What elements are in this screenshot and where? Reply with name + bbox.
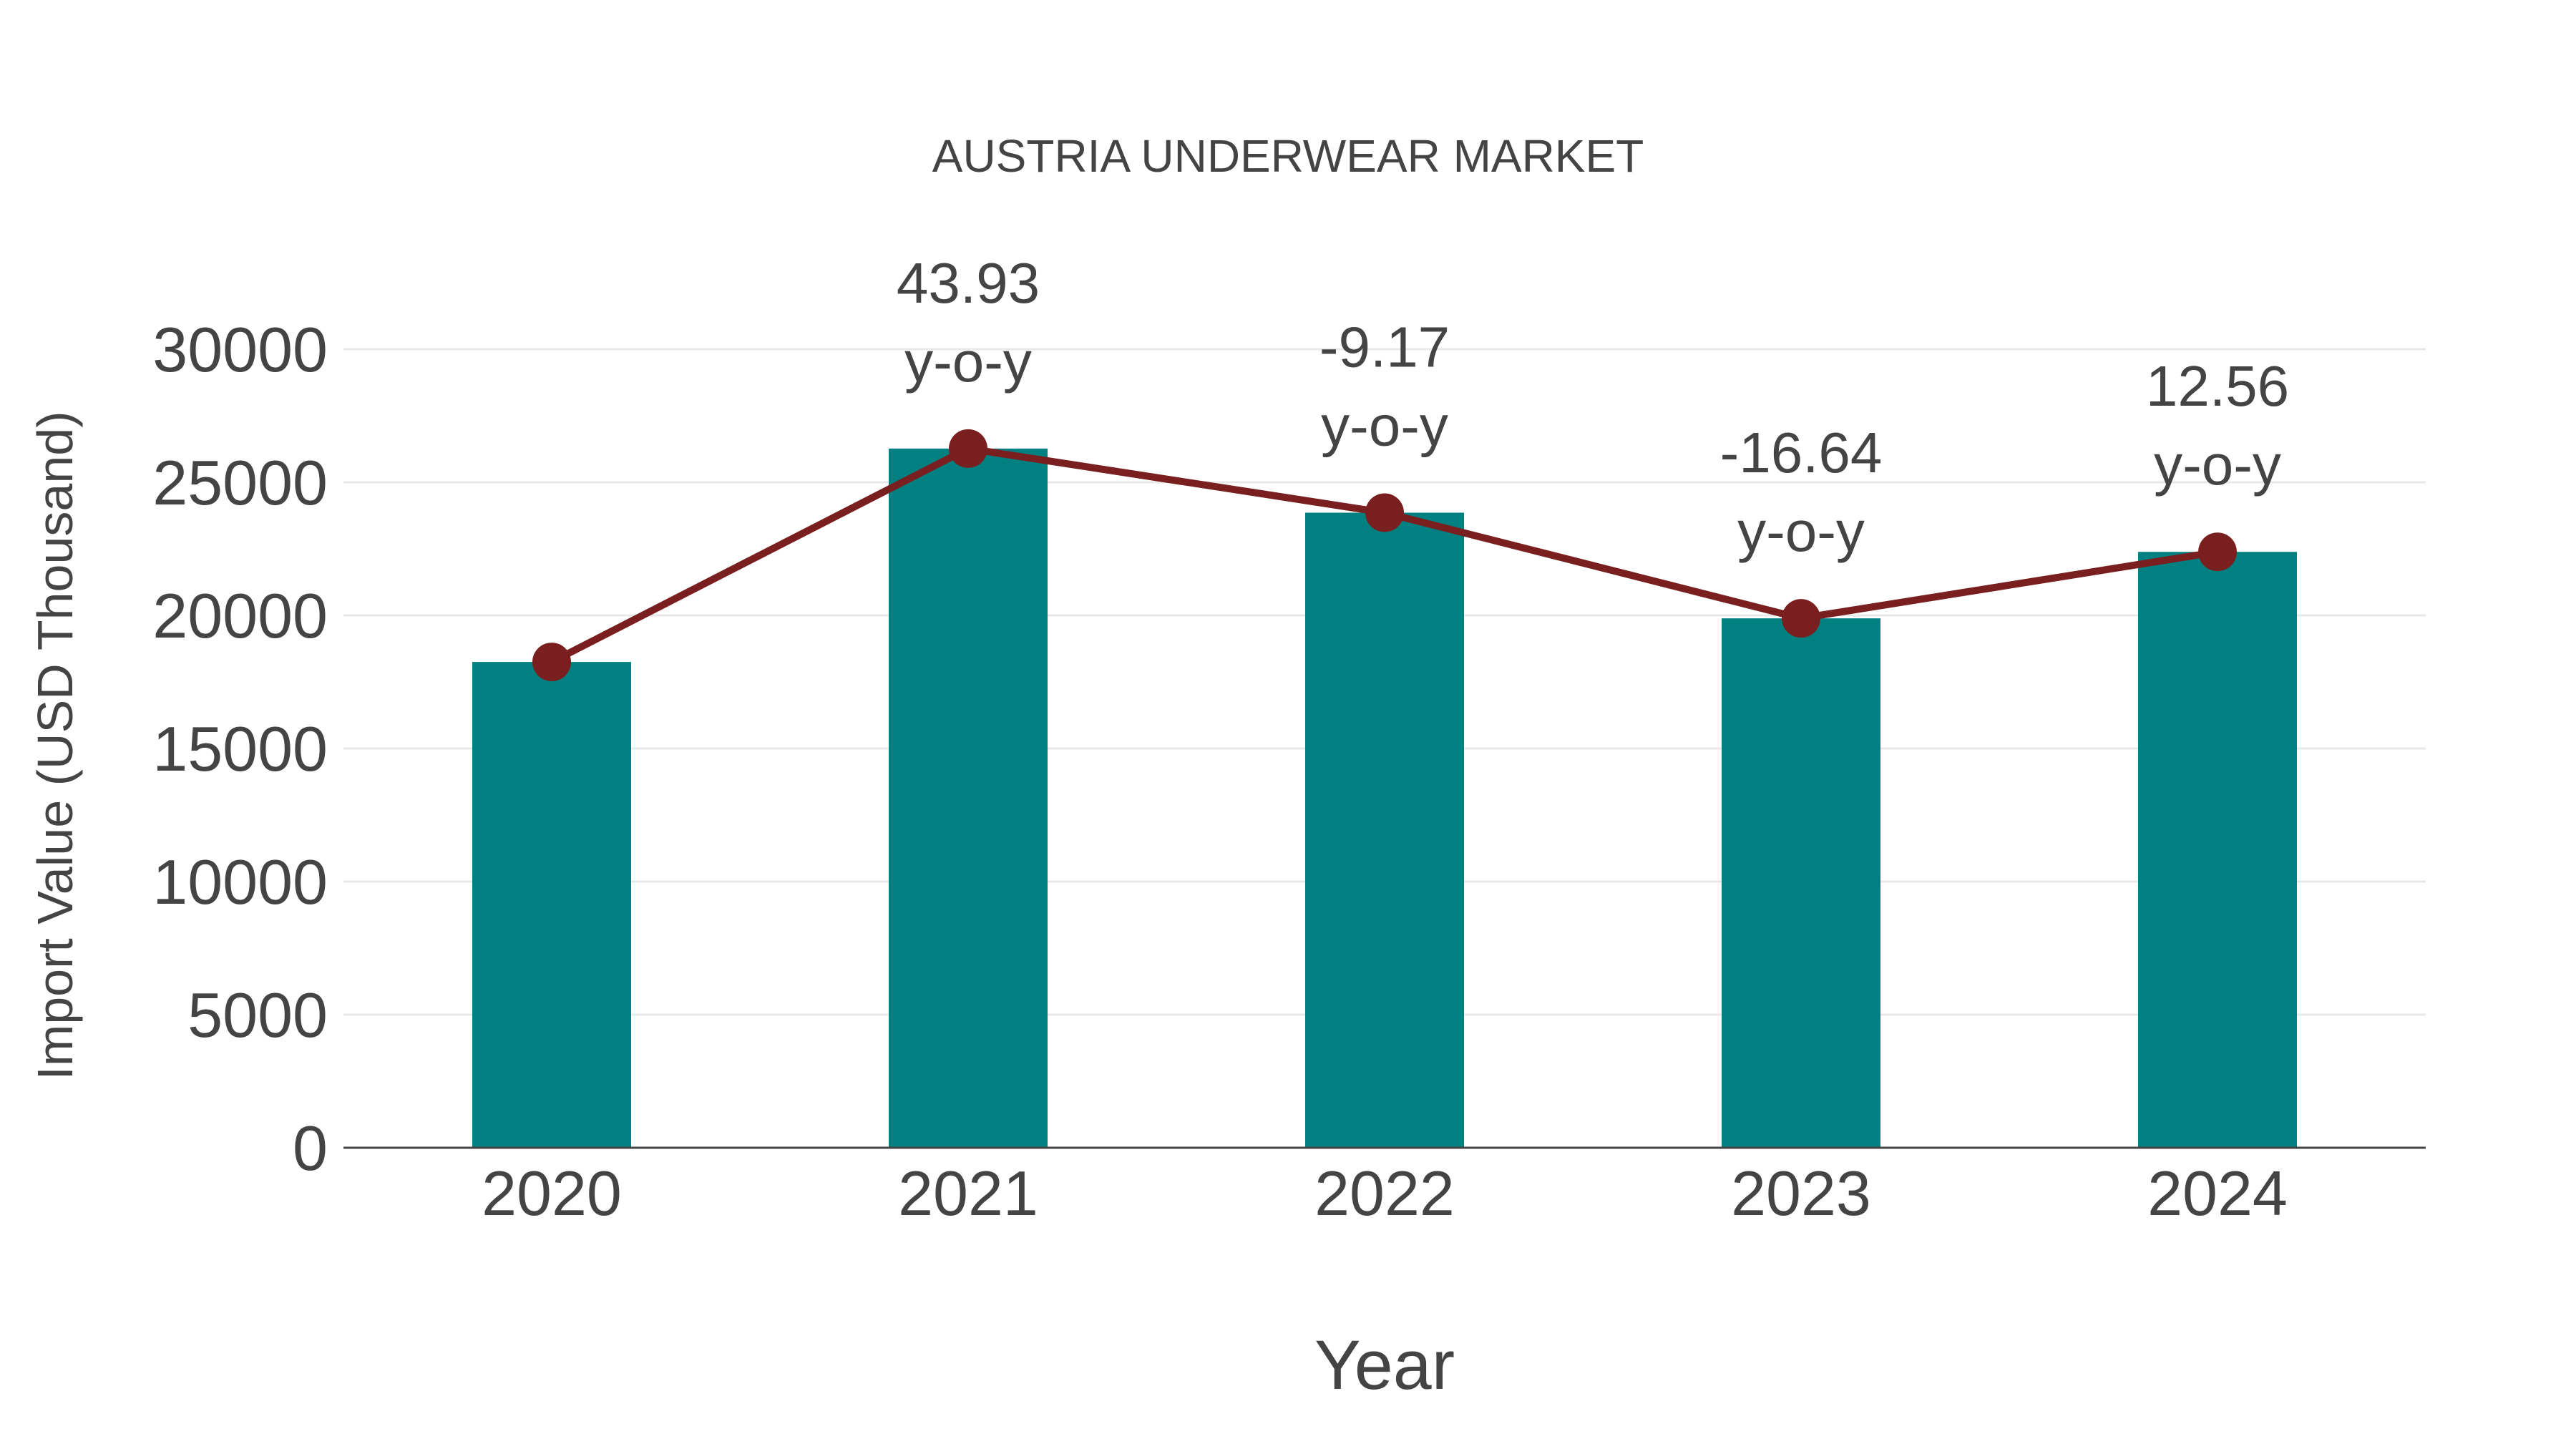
yoy-value: -16.64 bbox=[1720, 421, 1883, 484]
bar-2020 bbox=[472, 662, 631, 1148]
x-tick-label: 2020 bbox=[482, 1158, 622, 1229]
y-axis-ticks: 0 5000 10000 15000 20000 25000 30000 bbox=[152, 314, 328, 1184]
marker-2021 bbox=[949, 429, 987, 468]
yoy-annotations: 43.93 y-o-y -9.17 y-o-y -16.64 y-o-y 12.56 y-o-… bbox=[897, 251, 2289, 563]
marker-2022 bbox=[1365, 493, 1404, 532]
y-tick-label: 5000 bbox=[187, 980, 328, 1050]
y-tick-label: 30000 bbox=[152, 314, 328, 385]
bar-2023 bbox=[1722, 618, 1880, 1148]
yoy-suffix: y-o-y bbox=[2154, 433, 2281, 497]
yoy-value: 43.93 bbox=[897, 251, 1040, 315]
bar-2022 bbox=[1305, 512, 1464, 1148]
yoy-suffix: y-o-y bbox=[1737, 499, 1865, 563]
y-axis-title: Import Value (USD Thousand) bbox=[27, 411, 83, 1080]
chart-title: AUSTRIA UNDERWEAR MARKET bbox=[932, 130, 1644, 182]
yoy-suffix: y-o-y bbox=[1321, 394, 1448, 457]
bar-2021 bbox=[889, 448, 1048, 1148]
x-tick-label: 2021 bbox=[898, 1158, 1038, 1229]
bar-series bbox=[472, 448, 2297, 1148]
x-tick-label: 2022 bbox=[1314, 1158, 1455, 1229]
y-tick-label: 0 bbox=[293, 1113, 328, 1184]
bar-2024 bbox=[2138, 552, 2297, 1148]
x-axis-ticks: 2020 2021 2022 2023 2024 bbox=[482, 1158, 2288, 1229]
y-tick-label: 25000 bbox=[152, 447, 328, 518]
yoy-suffix: y-o-y bbox=[904, 330, 1032, 394]
x-tick-label: 2023 bbox=[1731, 1158, 1871, 1229]
marker-2020 bbox=[532, 643, 571, 682]
x-axis-title: Year bbox=[1314, 1326, 1455, 1404]
x-tick-label: 2024 bbox=[2147, 1158, 2288, 1229]
y-tick-label: 20000 bbox=[152, 580, 328, 651]
yoy-value: -9.17 bbox=[1319, 315, 1450, 379]
y-tick-label: 10000 bbox=[152, 847, 328, 917]
marker-2024 bbox=[2198, 532, 2237, 572]
line-series bbox=[532, 429, 2237, 682]
y-tick-label: 15000 bbox=[152, 713, 328, 784]
marker-2023 bbox=[1782, 599, 1820, 638]
yoy-value: 12.56 bbox=[2146, 354, 2289, 418]
